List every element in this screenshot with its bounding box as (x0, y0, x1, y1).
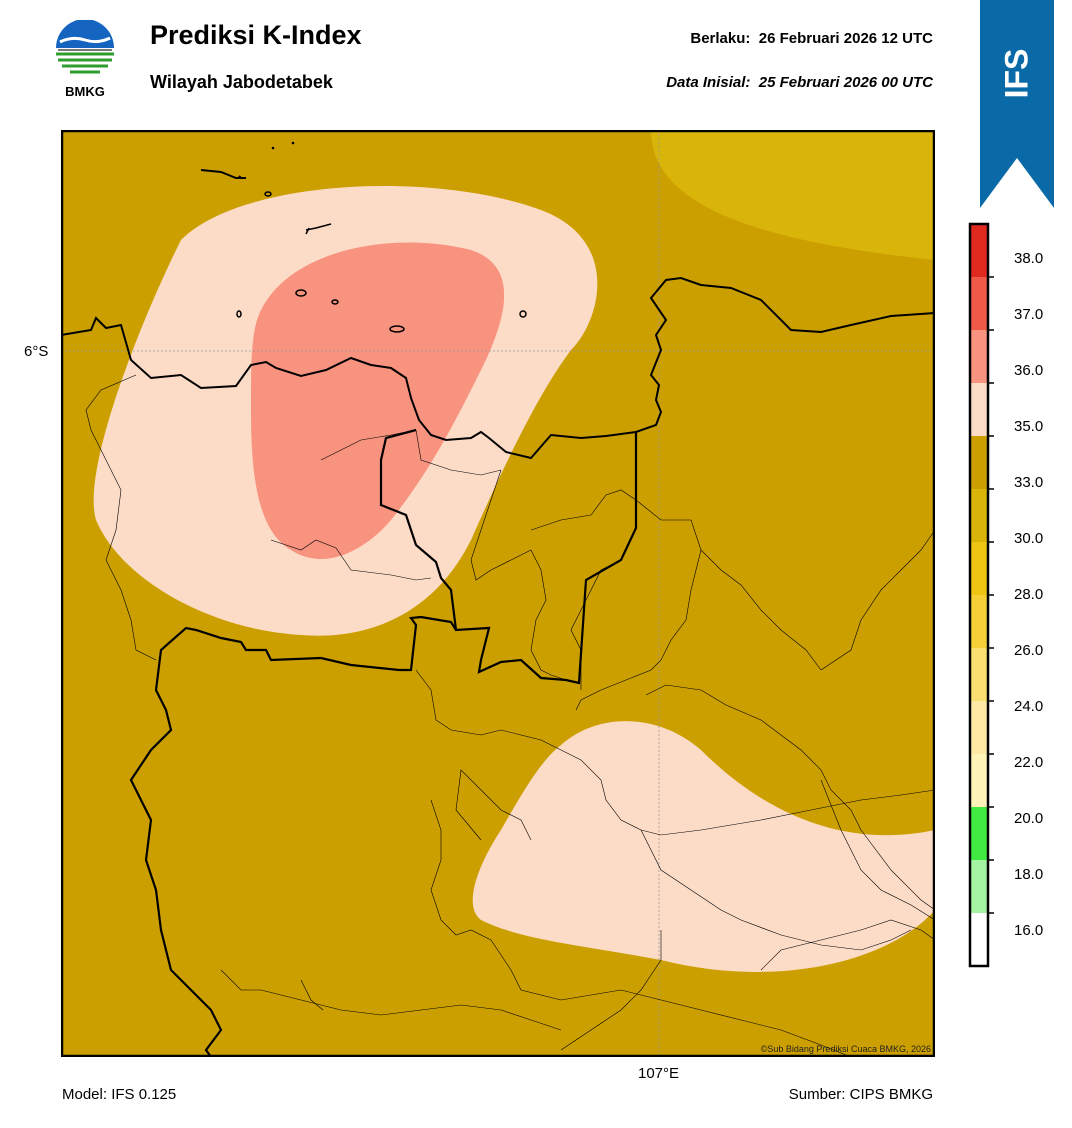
legend-label: 30.0 (1014, 530, 1044, 547)
legend-labels: 38.0 37.0 36.0 35.0 33.0 30.0 28.0 26.0 … (1014, 222, 1070, 968)
latitude-label: 6°S (24, 343, 49, 360)
island (331, 299, 339, 305)
colorbar-segment (970, 913, 988, 967)
copyright-text: ©Sub Bidang Prediksi Cuaca BMKG, 2026 (760, 1044, 931, 1054)
legend-label: 36.0 (1014, 362, 1044, 379)
colorbar-segment (970, 648, 988, 702)
legend-label: 38.0 (1014, 250, 1044, 267)
k-index-map (61, 130, 935, 1057)
map-title: Prediksi K-Index (150, 20, 362, 50)
island (519, 310, 527, 318)
legend-label: 22.0 (1014, 754, 1044, 771)
valid-label: Berlaku: (690, 30, 751, 47)
colorbar-segment (970, 860, 988, 914)
island (305, 223, 332, 235)
k-index-30-33-area (651, 130, 935, 260)
colorbar-segment (970, 595, 988, 649)
k-index-36-37-area (251, 242, 505, 559)
map-subtitle: Wilayah Jabodetabek (150, 72, 333, 92)
valid-time: Berlaku: 26 Februari 2026 12 UTC (690, 30, 933, 47)
colorbar-segment (970, 330, 988, 384)
bmkg-logo: BMKG (52, 19, 118, 102)
colorbar-segment (970, 383, 988, 437)
legend-colorbar (968, 222, 994, 968)
legend-label: 35.0 (1014, 418, 1044, 435)
colorbar-segment (970, 224, 988, 278)
legend-label: 16.0 (1014, 922, 1044, 939)
legend-label: 37.0 (1014, 306, 1044, 323)
island (295, 289, 307, 297)
island (389, 325, 405, 333)
coastline (61, 276, 935, 460)
regency-borders (85, 374, 935, 1057)
legend-label: 24.0 (1014, 698, 1044, 715)
colorbar-segment (970, 754, 988, 808)
ribbon-label: IFS (980, 38, 1054, 108)
ribbon-label-text: IFS (998, 48, 1035, 98)
colorbar-segment (970, 436, 988, 490)
legend-label: 28.0 (1014, 586, 1044, 603)
island (200, 169, 246, 179)
init-time: Data Inisial: 25 Februari 2026 00 UTC (666, 74, 933, 91)
init-value: 25 Februari 2026 00 UTC (758, 74, 933, 91)
k-index-35-36-area-south (472, 721, 935, 972)
longitude-label: 107°E (638, 1065, 680, 1082)
legend-label: 18.0 (1014, 866, 1044, 883)
legend-label: 33.0 (1014, 474, 1044, 491)
province-border-jakarta-banten (379, 428, 638, 685)
island (264, 191, 272, 197)
source-info: Sumber: CIPS BMKG (788, 1086, 933, 1103)
island (271, 146, 275, 150)
logo-text: BMKG (65, 84, 105, 99)
legend-label: 26.0 (1014, 642, 1044, 659)
colorbar-segment (970, 489, 988, 543)
model-info: Model: IFS 0.125 (62, 1086, 177, 1103)
model-ribbon (980, 0, 1054, 208)
legend-label: 20.0 (1014, 810, 1044, 827)
colorbar-segment (970, 542, 988, 596)
init-label: Data Inisial: (666, 74, 751, 91)
island (236, 310, 242, 318)
valid-value: 26 Februari 2026 12 UTC (758, 30, 933, 47)
colorbar-segment (970, 277, 988, 331)
bmkg-emblem-icon (56, 19, 114, 74)
map-frame (61, 130, 935, 1057)
province-border-banten-jabar (129, 615, 457, 1057)
colorbar-segment (970, 701, 988, 755)
island (291, 141, 295, 145)
colorbar-segment (970, 807, 988, 861)
